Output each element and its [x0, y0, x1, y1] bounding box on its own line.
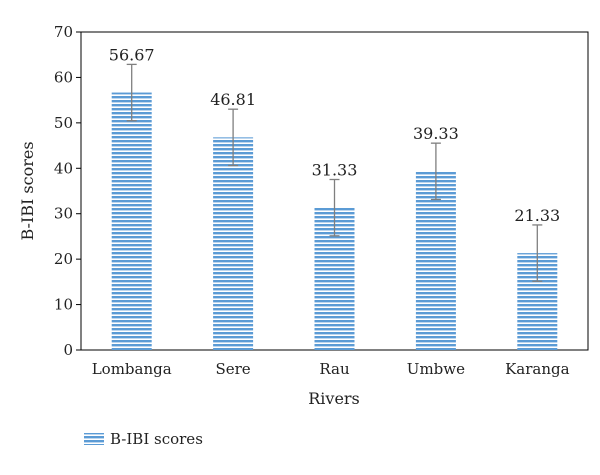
- y-tick-label: 60: [54, 68, 73, 86]
- y-tick-label: 0: [63, 341, 73, 359]
- x-axis-ticks: Lombanga Sere Rau Umbwe Karanga: [92, 360, 570, 378]
- data-label: 21.33: [514, 206, 560, 225]
- y-axis-title: B-IBI scores: [18, 141, 37, 240]
- y-tick-label: 10: [54, 296, 73, 314]
- y-tick-label: 30: [54, 205, 73, 223]
- bar-lombanga: [111, 92, 152, 351]
- bars-group: [111, 92, 558, 351]
- x-tick-label: Sere: [215, 360, 250, 378]
- legend-label: B-IBI scores: [110, 430, 203, 448]
- bar-sere: [213, 137, 254, 350]
- bar-umbwe: [415, 171, 456, 350]
- data-label: 31.33: [312, 161, 358, 180]
- x-tick-label: Umbwe: [407, 360, 465, 378]
- legend: B-IBI scores: [84, 430, 203, 448]
- data-label: 56.67: [109, 45, 155, 64]
- y-tick-label: 70: [54, 23, 73, 41]
- data-labels-group: 56.67 46.81 31.33 39.33 21.33: [109, 45, 560, 225]
- data-label: 46.81: [210, 90, 256, 109]
- y-tick-label: 40: [54, 159, 73, 177]
- y-tick-label: 20: [54, 250, 73, 268]
- legend-swatch: [84, 433, 104, 445]
- y-tick-label: 50: [54, 114, 73, 132]
- x-tick-label: Lombanga: [92, 360, 172, 378]
- data-label: 39.33: [413, 124, 459, 143]
- x-tick-label: Rau: [319, 360, 350, 378]
- error-bars-group: [126, 63, 543, 282]
- x-tick-label: Karanga: [505, 360, 570, 378]
- x-axis-title: Rivers: [308, 389, 360, 408]
- y-axis-ticks: 0 10 20 30 40 50 60 70: [54, 23, 81, 359]
